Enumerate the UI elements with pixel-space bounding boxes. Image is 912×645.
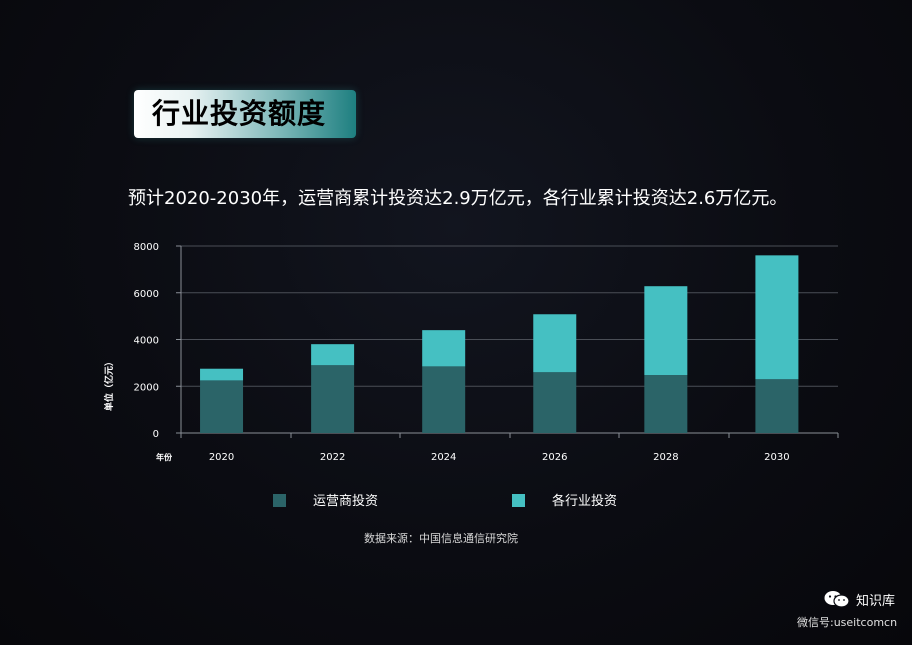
y-tick-label: 8000 [134, 242, 159, 253]
x-tick-label: 2030 [764, 452, 789, 463]
x-tick-label: 2022 [320, 452, 345, 463]
x-tick-label: 2020 [209, 452, 234, 463]
bar-industry [533, 314, 577, 373]
title-banner [134, 90, 356, 138]
x-tick-label: 2026 [542, 452, 567, 463]
x-tick-label: 2024 [431, 452, 456, 463]
bar-operator [422, 366, 466, 433]
bar-operator [644, 375, 688, 433]
legend-swatch [273, 494, 286, 507]
legend-label: 运营商投资 [313, 493, 378, 509]
wechat-icon [824, 591, 850, 608]
bar-industry [422, 330, 466, 367]
bar-industry [644, 286, 688, 376]
y-axis-label: 单位（亿元） [103, 357, 115, 411]
bar-industry [311, 344, 355, 366]
watermark-name: 知识库 [856, 594, 896, 609]
y-tick-label: 0 [153, 429, 159, 440]
watermark-id: 微信号:useitcomcn [797, 616, 898, 629]
legend-swatch [512, 494, 525, 507]
bar-operator [200, 380, 244, 433]
page-subtitle: 预计2020-2030年，运营商累计投资达2.9万亿元，各行业累计投资达2.6万… [128, 188, 788, 209]
legend-label: 各行业投资 [552, 493, 617, 509]
bar-operator [533, 372, 577, 433]
y-tick-label: 4000 [134, 336, 159, 347]
data-source: 数据来源：中国信息通信研究院 [364, 532, 518, 545]
y-tick-label: 2000 [134, 382, 159, 393]
bar-operator [755, 379, 799, 433]
y-tick-label: 6000 [134, 289, 159, 300]
x-axis-label: 年份 [156, 452, 173, 462]
page-title: 行业投资额度 [152, 97, 327, 130]
bar-industry [755, 255, 799, 380]
bar-operator [311, 365, 355, 433]
x-tick-label: 2028 [653, 452, 678, 463]
bar-industry [200, 368, 244, 381]
